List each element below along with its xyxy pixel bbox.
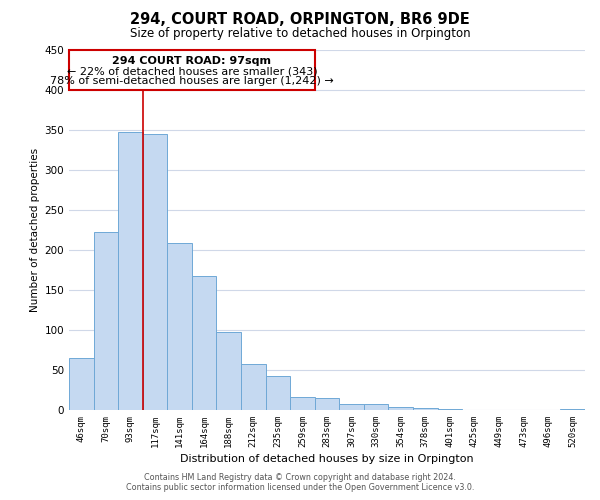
Text: Contains public sector information licensed under the Open Government Licence v3: Contains public sector information licen… (126, 484, 474, 492)
Text: 294, COURT ROAD, ORPINGTON, BR6 9DE: 294, COURT ROAD, ORPINGTON, BR6 9DE (130, 12, 470, 28)
Text: ← 22% of detached houses are smaller (343): ← 22% of detached houses are smaller (34… (67, 66, 317, 76)
Bar (94, 232, 118, 410)
Bar (290, 397, 315, 410)
Text: 78% of semi-detached houses are larger (1,242) →: 78% of semi-detached houses are larger (… (50, 76, 334, 86)
Bar (339, 404, 364, 410)
Bar (217, 332, 241, 410)
Bar (69, 50, 315, 90)
Bar (364, 404, 388, 410)
Bar (118, 132, 143, 410)
X-axis label: Distribution of detached houses by size in Orpington: Distribution of detached houses by size … (180, 454, 474, 464)
Bar (143, 134, 167, 410)
Bar (437, 409, 462, 410)
Bar (192, 276, 217, 410)
Bar (388, 407, 413, 410)
Bar (241, 364, 266, 410)
Bar (266, 376, 290, 410)
Text: Size of property relative to detached houses in Orpington: Size of property relative to detached ho… (130, 28, 470, 40)
Bar (560, 409, 585, 410)
Bar (315, 398, 339, 410)
Text: Contains HM Land Registry data © Crown copyright and database right 2024.: Contains HM Land Registry data © Crown c… (144, 474, 456, 482)
Bar (69, 358, 94, 410)
Bar (413, 408, 437, 410)
Text: 294 COURT ROAD: 97sqm: 294 COURT ROAD: 97sqm (112, 56, 271, 66)
Y-axis label: Number of detached properties: Number of detached properties (30, 148, 40, 312)
Bar (167, 243, 192, 410)
